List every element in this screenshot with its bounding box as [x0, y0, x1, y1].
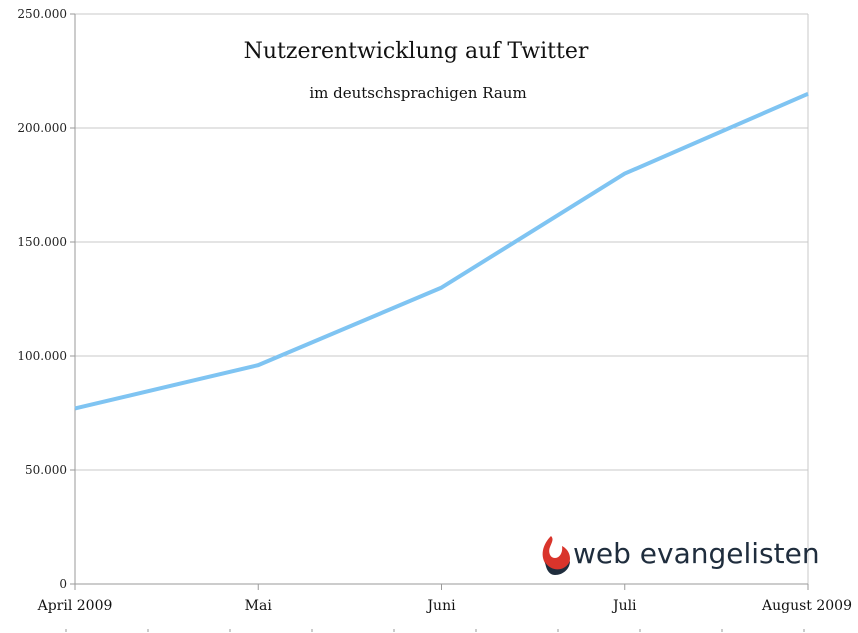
x-tick-label-1: Mai	[245, 598, 273, 614]
chart-subtitle: im deutschsprachigen Raum	[309, 84, 526, 102]
gridlines	[75, 13, 809, 584]
x-tick-label-4: August 2009	[761, 598, 852, 614]
y-tick-label-0: 0	[59, 577, 67, 591]
y-tick-label-4: 200.000	[17, 121, 67, 135]
y-tick-label-3: 150.000	[17, 235, 67, 249]
logo-text: web evangelisten	[573, 537, 820, 570]
chart-title: Nutzerentwicklung auf Twitter	[244, 39, 589, 64]
flame-icon	[542, 536, 571, 575]
x-tick-label-3: Juli	[611, 598, 637, 614]
x-tick-label-0: April 2009	[37, 598, 113, 614]
y-tick-label-1: 50.000	[25, 463, 67, 477]
web-evangelisten-logo: web evangelisten	[542, 536, 820, 575]
y-tick-label-2: 100.000	[17, 349, 67, 363]
y-tick-label-5: 250.000	[17, 7, 67, 21]
x-tick-label-2: Juni	[425, 598, 456, 614]
series-line-0	[74, 91, 809, 411]
axes	[65, 13, 809, 632]
series	[74, 91, 809, 411]
y-tick-labels: 0 50.000 100.000 150.000 200.000 250.000	[17, 7, 67, 591]
x-tick-labels: April 2009 Mai Juni Juli August 2009	[37, 598, 852, 614]
